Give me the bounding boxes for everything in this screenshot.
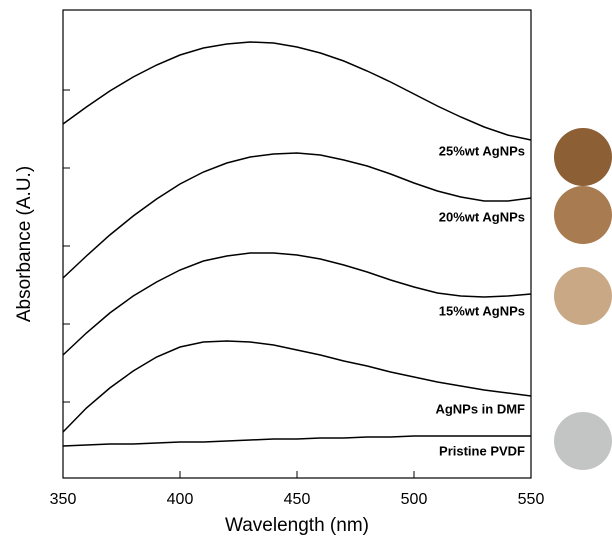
x-tick-label: 400 [167, 491, 194, 508]
series-line [62, 252, 532, 356]
series-label: 15%wt AgNPs [439, 303, 525, 318]
x-tick-label: 550 [518, 491, 545, 508]
series-line [62, 41, 532, 141]
series-label: AgNPs in DMF [435, 401, 525, 416]
sample-swatch [554, 186, 612, 244]
y-axis-label: Absorbance (A.U.) [14, 166, 35, 322]
sample-swatch [554, 412, 612, 470]
series-label: 25%wt AgNPs [439, 143, 525, 158]
series-label: 20%wt AgNPs [439, 209, 525, 224]
sample-swatch [554, 267, 612, 325]
series-line [62, 435, 531, 447]
series-line [62, 340, 532, 433]
x-tick-label: 350 [50, 491, 77, 508]
series-line [62, 152, 532, 279]
x-axis-label: Wavelength (nm) [225, 515, 369, 536]
x-tick-label: 500 [401, 491, 428, 508]
series-label: Pristine PVDF [439, 443, 525, 458]
sample-swatch [554, 128, 612, 186]
x-tick-label: 450 [284, 491, 311, 508]
